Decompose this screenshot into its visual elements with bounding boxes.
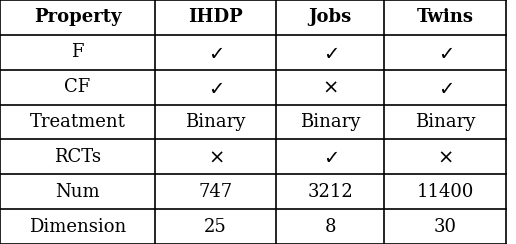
Text: $\checkmark$: $\checkmark$ [208,43,223,62]
Text: $\checkmark$: $\checkmark$ [438,43,453,62]
Text: Jobs: Jobs [309,9,352,26]
Text: $\times$: $\times$ [207,147,223,166]
Text: $\checkmark$: $\checkmark$ [322,147,338,166]
Text: 30: 30 [433,218,457,235]
Text: Treatment: Treatment [29,113,125,131]
Text: Binary: Binary [300,113,361,131]
Text: 8: 8 [325,218,336,235]
Text: $\checkmark$: $\checkmark$ [438,78,453,97]
Text: Dimension: Dimension [29,218,126,235]
Text: 11400: 11400 [416,183,474,201]
Text: F: F [71,43,84,61]
Text: Binary: Binary [415,113,475,131]
Text: CF: CF [64,78,90,96]
Text: IHDP: IHDP [188,9,243,26]
Text: $\times$: $\times$ [437,147,453,166]
Text: $\checkmark$: $\checkmark$ [322,43,338,62]
Text: 25: 25 [204,218,227,235]
Text: Twins: Twins [416,9,474,26]
Text: RCTs: RCTs [54,148,101,166]
Text: Property: Property [34,9,121,26]
Text: 747: 747 [198,183,233,201]
Text: $\checkmark$: $\checkmark$ [208,78,223,97]
Text: Num: Num [55,183,100,201]
Text: Binary: Binary [185,113,246,131]
Text: 3212: 3212 [308,183,353,201]
Text: $\times$: $\times$ [322,78,338,97]
